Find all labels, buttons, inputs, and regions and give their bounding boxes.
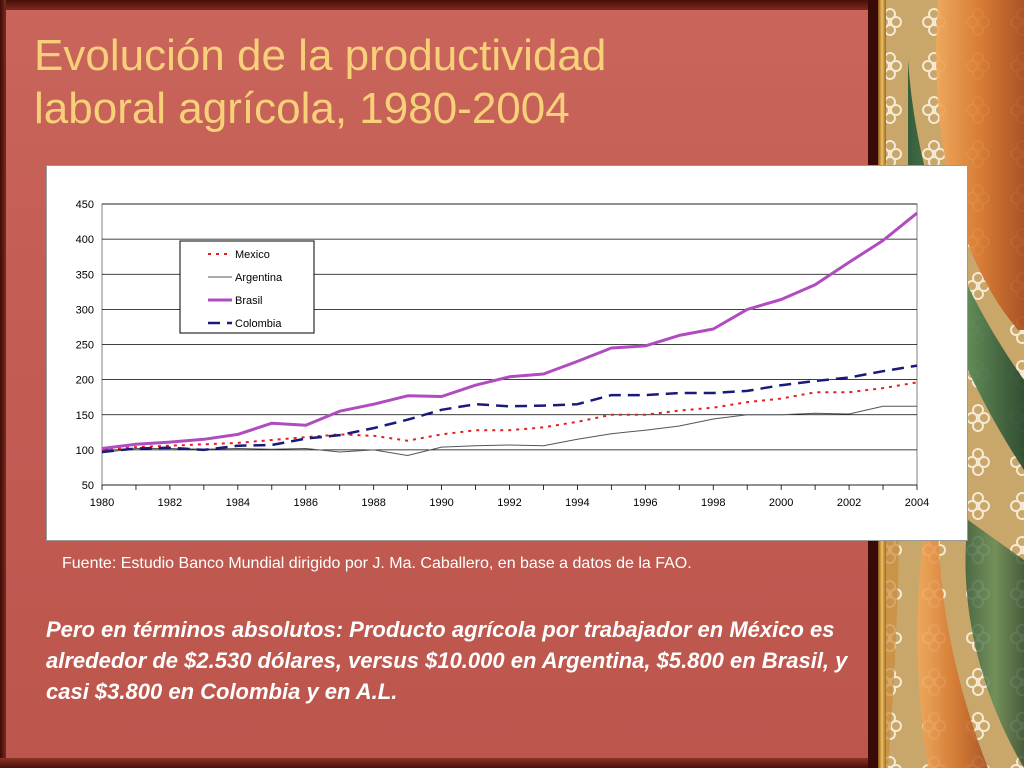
y-tick-label: 100	[76, 445, 94, 457]
legend-label-colombia: Colombia	[235, 318, 282, 330]
slide-title: Evolución de la productividad laboral ag…	[34, 30, 854, 136]
x-tick-label: 1994	[565, 497, 589, 509]
x-tick-label: 1982	[158, 497, 182, 509]
x-tick-label: 1998	[701, 497, 725, 509]
x-tick-label: 1996	[633, 497, 657, 509]
x-tick-label: 2004	[905, 497, 929, 509]
decorative-floral-curtain	[868, 0, 1024, 768]
chart-legend: Mexico Argentina Brasil Colombia	[179, 240, 315, 334]
x-tick-label: 2002	[837, 497, 861, 509]
x-tick-label: 2000	[769, 497, 793, 509]
y-tick-label: 150	[76, 410, 94, 422]
y-axis: 50 100 150 200 250 300 350 400 450	[76, 199, 94, 492]
floral-curtain-graphic	[868, 0, 1024, 768]
y-tick-label: 200	[76, 375, 94, 387]
y-tick-label: 50	[82, 480, 94, 492]
slide-title-line-2: laboral agrícola, 1980-2004	[34, 83, 570, 133]
series-line-mexico	[101, 381, 918, 451]
series-line-brasil	[101, 211, 918, 450]
body-paragraph: Pero en términos absolutos: Producto agr…	[46, 617, 848, 704]
legend-box	[179, 240, 315, 334]
legend-label-argentina: Argentina	[235, 272, 283, 284]
x-tick-label: 1990	[429, 497, 453, 509]
x-tick-label: 1988	[361, 497, 385, 509]
x-tick-label: 1984	[226, 497, 250, 509]
frame-top-border	[0, 0, 880, 10]
frame-left-border	[0, 0, 6, 768]
slide-title-line-1: Evolución de la productividad	[34, 31, 607, 80]
x-tick-label: 1992	[497, 497, 521, 509]
y-tick-label: 300	[76, 304, 94, 316]
y-tick-label: 350	[76, 269, 94, 281]
y-tick-label: 450	[76, 199, 94, 211]
x-tick-label: 1986	[294, 497, 318, 509]
line-chart-panel: 50 100 150 200 250 300 350 400 450 1980 1982 1984 1…	[46, 165, 968, 541]
legend-label-brasil: Brasil	[235, 295, 263, 307]
source-note: Fuente: Estudio Banco Mundial dirigido p…	[62, 555, 692, 572]
y-tick-label: 250	[76, 340, 94, 352]
frame-bottom-border	[0, 758, 880, 768]
series-line-argentina	[101, 405, 917, 456]
x-axis: 1980 1982 1984 1986 1988 1990 1992 1994 1996 1998…	[90, 485, 929, 509]
legend-label-mexico: Mexico	[235, 249, 270, 261]
series-line-colombia	[101, 364, 918, 454]
y-tick-label: 400	[76, 234, 94, 246]
series-lines	[101, 211, 918, 456]
x-tick-label: 1980	[90, 497, 114, 509]
